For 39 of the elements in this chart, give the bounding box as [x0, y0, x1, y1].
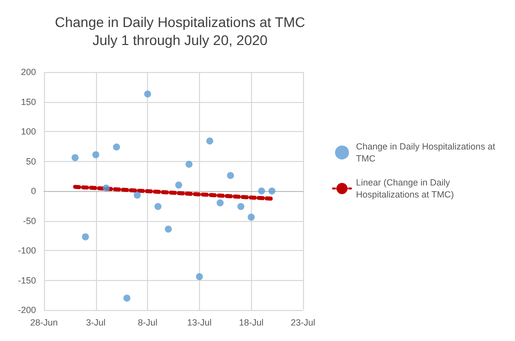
point	[268, 188, 276, 194]
point	[258, 188, 266, 194]
point	[216, 199, 224, 206]
point	[82, 233, 89, 240]
point	[175, 182, 182, 189]
point	[206, 138, 214, 145]
point	[92, 151, 100, 158]
point	[248, 214, 255, 221]
x-tick-label: 18-Jul	[238, 318, 264, 328]
y-tick-label: 100	[20, 126, 36, 136]
point	[154, 202, 162, 210]
legend-label: Change in Daily Hospitalizations at TMC	[356, 142, 498, 164]
legend-label: Linear (Change in Daily Hospitalizations at TMC)	[356, 178, 454, 200]
point	[123, 294, 130, 302]
point	[237, 202, 244, 210]
y-tick-label: 50	[26, 156, 36, 166]
point	[134, 192, 141, 199]
point	[113, 143, 120, 150]
chart-subtitle: July 1 through July 20, 2020	[92, 32, 268, 48]
y-tick-label: 0	[30, 186, 36, 196]
y-tick-label: 200	[20, 67, 36, 77]
y-tick-label: -100	[18, 246, 36, 256]
y-tick-label: -200	[18, 305, 36, 315]
x-tick-label: 3-Jul	[86, 318, 106, 328]
x-tick-label: 8-Jul	[138, 318, 158, 328]
y-tick-label: 150	[20, 96, 36, 107]
x-tick-label: 28-Jun	[30, 318, 58, 328]
point	[144, 90, 152, 98]
point	[164, 226, 172, 233]
point	[102, 184, 110, 192]
point	[186, 160, 193, 168]
x-tick-label: 23-Jul	[290, 318, 316, 328]
point	[72, 154, 79, 162]
point	[196, 273, 203, 280]
point	[226, 172, 234, 180]
chart-title: Change in Daily Hospitalizations at TMC	[54, 14, 306, 30]
y-tick-label: -150	[18, 275, 36, 286]
x-tick-label: 13-Jul	[187, 318, 212, 328]
y-tick-label: -50	[22, 216, 36, 226]
